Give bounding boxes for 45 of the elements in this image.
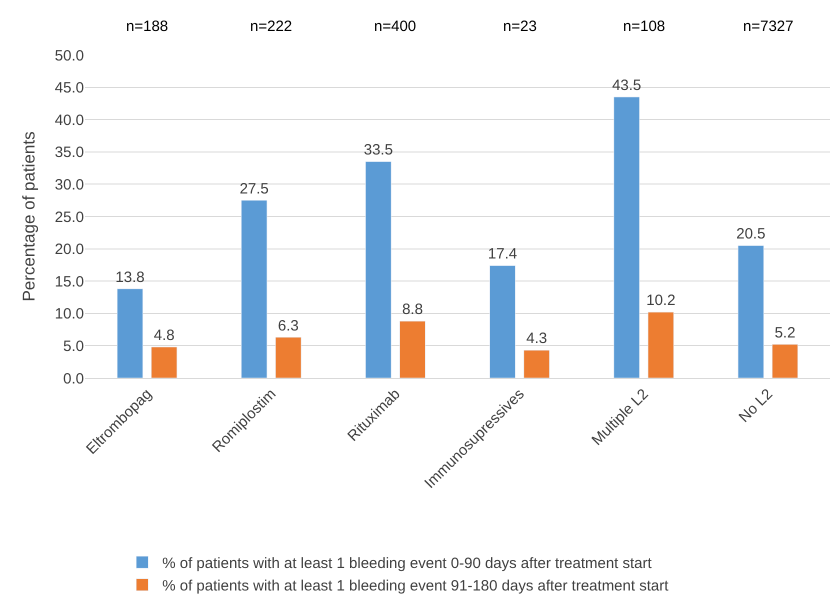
bar	[614, 96, 640, 378]
data-label: 43.5	[612, 76, 642, 94]
data-label: 13.8	[115, 268, 145, 286]
x-tick-label: No L2	[736, 386, 776, 426]
data-label: 10.2	[646, 292, 676, 310]
y-tick-label: 15.0	[54, 273, 84, 290]
bar	[116, 288, 144, 378]
y-tick-label: 30.0	[54, 176, 84, 194]
y-tick-label: 10.0	[54, 306, 84, 323]
y-tick-label: 35.0	[54, 144, 84, 162]
bar	[241, 200, 268, 378]
text: n=7327	[743, 18, 794, 35]
data-label: 4.8	[154, 326, 175, 344]
y-tick-label: 0.0	[63, 370, 84, 388]
data-label: 5.2	[774, 324, 796, 342]
bar	[738, 245, 764, 378]
data-label: 4.3	[526, 330, 548, 348]
bar	[275, 337, 302, 378]
bar	[399, 320, 426, 378]
data-label: 17.4	[488, 246, 518, 263]
text: n=222	[250, 18, 292, 35]
bar	[524, 350, 550, 378]
bar	[489, 265, 516, 378]
y-tick-label: 45.0	[54, 80, 84, 97]
bar	[365, 161, 392, 378]
y-axis-title: Percentage of patients	[19, 131, 38, 302]
text: n=108	[623, 18, 666, 35]
data-label: 8.8	[402, 301, 423, 318]
legend-label: % of patients with at least 1 bleeding event 0-90 days after treatment start	[162, 555, 653, 572]
y-tick-label: 20.0	[54, 241, 84, 258]
text: n=400	[374, 18, 416, 35]
data-label: 33.5	[364, 142, 393, 159]
legend-label: % of patients with at least 1 bleeding event 91-180 days after treatment start	[162, 578, 670, 595]
text: n=23	[503, 18, 537, 35]
data-label: 20.5	[736, 226, 766, 243]
y-tick-label: 25.0	[54, 208, 84, 226]
y-tick-label: 50.0	[54, 47, 84, 64]
text: n=188	[126, 18, 168, 35]
y-tick-label: 5.0	[63, 338, 84, 355]
y-tick-label: 40.0	[54, 112, 84, 129]
bar	[648, 312, 674, 378]
bar	[151, 346, 178, 378]
data-label: 6.3	[278, 317, 299, 334]
bar	[772, 344, 798, 378]
data-label: 27.5	[240, 180, 269, 198]
